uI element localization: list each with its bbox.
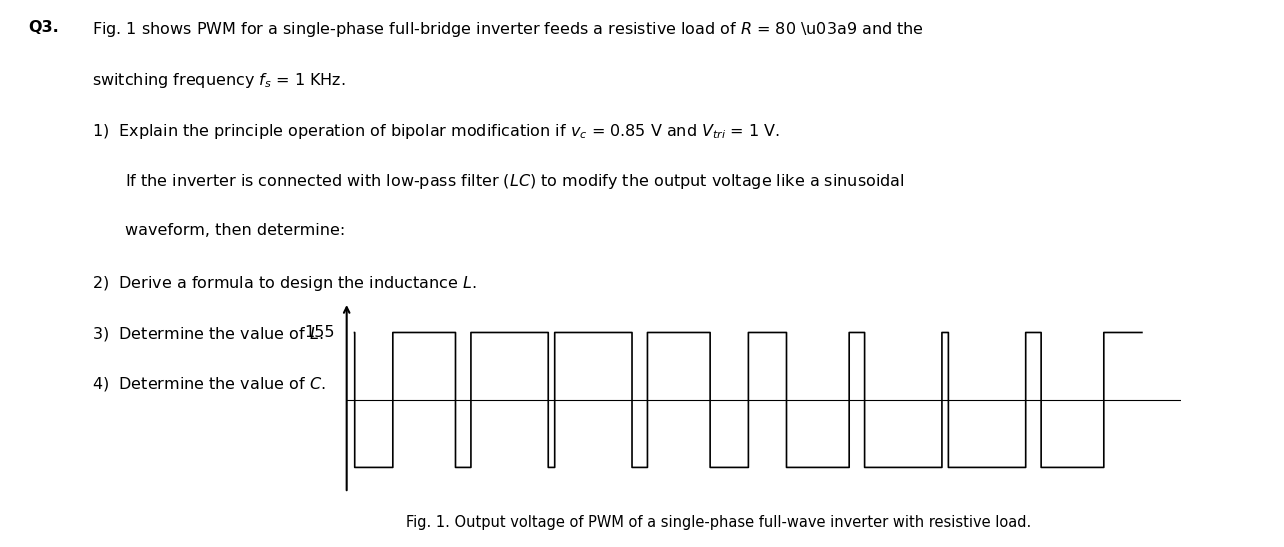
- Text: 2)  Derive a formula to design the inductance $L$.: 2) Derive a formula to design the induct…: [92, 274, 478, 293]
- Text: Q3.: Q3.: [28, 20, 59, 36]
- Text: 3)  Determine the value of $L$.: 3) Determine the value of $L$.: [92, 325, 324, 343]
- Text: Fig. 1. Output voltage of PWM of a single-phase full-wave inverter with resistiv: Fig. 1. Output voltage of PWM of a singl…: [407, 515, 1031, 530]
- Text: Fig. 1 shows PWM for a single-phase full-bridge inverter feeds a resistive load : Fig. 1 shows PWM for a single-phase full…: [92, 20, 924, 39]
- Text: 4)  Determine the value of $C$.: 4) Determine the value of $C$.: [92, 375, 326, 393]
- Text: 155: 155: [304, 325, 335, 340]
- Text: switching frequency $f_s$ = 1 KHz.: switching frequency $f_s$ = 1 KHz.: [92, 71, 347, 90]
- Text: waveform, then determine:: waveform, then determine:: [125, 223, 345, 238]
- Text: 1)  Explain the principle operation of bipolar modification if $v_c$ = 0.85 V an: 1) Explain the principle operation of bi…: [92, 122, 781, 141]
- Text: If the inverter is connected with low-pass filter ($LC$) to modify the output vo: If the inverter is connected with low-pa…: [125, 172, 904, 191]
